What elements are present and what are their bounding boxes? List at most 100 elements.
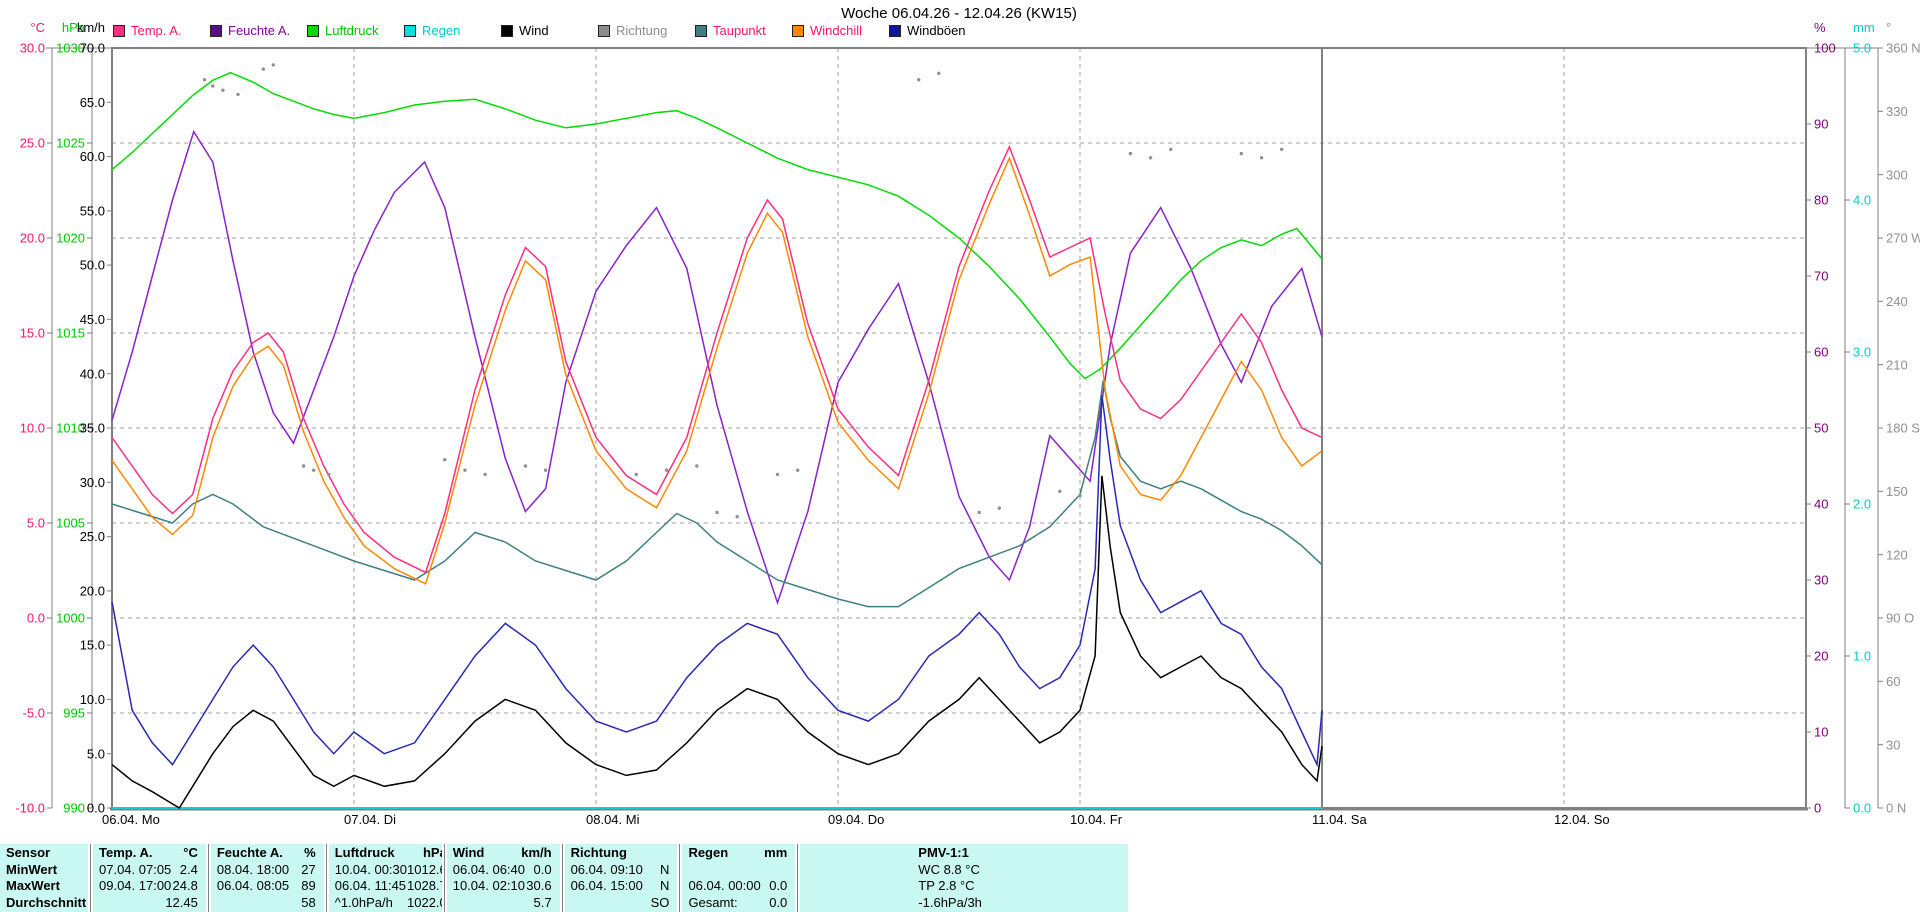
x-axis-day-label: 09.04. Do — [828, 812, 884, 827]
legend-swatch-wind — [501, 24, 513, 37]
series-wind — [111, 475, 1323, 810]
chart-title: Woche 06.04.26 - 12.04.26 (KW15) — [841, 5, 1077, 22]
x-axis-day-label: 08.04. Mi — [586, 812, 640, 827]
axis-tick-label-temp_c: 15.0 — [20, 326, 45, 341]
x-axis-day-label: 10.04. Fr — [1070, 812, 1123, 827]
legend-item-temp: Temp. A. — [113, 23, 182, 38]
axis-tick-label-deg: 360 N — [1886, 41, 1920, 56]
stats-column-direction: Richtung 06.04. 09:10 N 06.04. 15:00 N SO — [565, 844, 678, 912]
axis-tick-label-deg: 300 — [1886, 167, 1908, 182]
axis-tick-label-deg: 150 — [1886, 484, 1908, 499]
stats-column-temp: Temp. A. °C 07.04. 07:05 2.4 09.04. 17:00 24.… — [93, 844, 206, 912]
stat-header-wind: Wind — [452, 845, 485, 860]
stat-min-direction-value: N — [660, 861, 670, 877]
table-column-divider — [88, 844, 93, 912]
axis-tick-label-temp_c: 25.0 — [20, 136, 45, 151]
legend-label-temp: Temp. A. — [131, 23, 182, 38]
axis-header-mm: mm — [1853, 20, 1875, 35]
table-column-divider — [441, 844, 447, 912]
chart-plot-area[interactable]: °C 30.0 25.0 20.0 15.0 10.0 5.0 0.0 -5.0 -10.0 hPa… — [0, 0, 1920, 840]
stat-max-temp-value: 24.8 — [172, 878, 198, 893]
series-direction — [202, 63, 1284, 519]
stat-min-humidity-value: 27 — [301, 861, 316, 877]
axis-header-deg: ° — [1886, 20, 1891, 35]
axis-tick-label-kmh: 5.0 — [87, 746, 105, 761]
legend-label-dewpoint: Taupunkt — [713, 23, 766, 38]
table-column-divider — [559, 844, 565, 912]
stat-avg-humidity-value: 58 — [301, 894, 316, 910]
stats-row-label: Sensor — [6, 845, 51, 860]
series-humidity — [111, 129, 1323, 606]
axis-tick-label-pct: 90 — [1814, 117, 1828, 132]
table-column-divider — [795, 844, 801, 912]
axis-tick-label-kmh: 65.0 — [80, 95, 105, 110]
legend-label-pressure: Luftdruck — [325, 23, 379, 38]
stat-max-direction-value: N — [660, 878, 670, 893]
axis-tick-label-hpa: 1015 — [56, 326, 85, 341]
pmv-title: PMV-1:1 — [918, 845, 969, 860]
stats-row-label: MinWert — [6, 861, 58, 877]
axis-tick-label-deg: 330 — [1886, 104, 1908, 119]
legend-item-direction: Richtung — [598, 23, 667, 38]
axis-tick-label-hpa: 1020 — [56, 231, 85, 246]
series-windchill — [111, 156, 1323, 585]
stat-min-wind-time: 06.04. 06:40 — [452, 861, 526, 877]
axis-tick-label-pct: 70 — [1814, 269, 1828, 284]
legend-swatch-gusts — [889, 24, 901, 37]
legend-swatch-direction — [598, 24, 610, 37]
stat-max-pressure-value: 1028.7 — [407, 878, 447, 893]
axis-tick-label-deg: 120 — [1886, 547, 1908, 562]
stat-header-pressure: Luftdruck — [334, 845, 395, 860]
stats-column-rain: Regen mm 06.04. 00:00 0.0 Gesamt: 0.0 — [682, 844, 795, 912]
stat-avg-pressure-time: ^1.0hPa/h — [334, 894, 393, 910]
stat-header-humidity: Feuchte A. — [216, 845, 283, 860]
axis-tick-label-kmh: 70.0 — [80, 41, 105, 56]
pmv-line-1: WC 8.8 °C — [918, 861, 980, 877]
series-pressure — [111, 71, 1323, 380]
axis-tick-label-kmh: 55.0 — [80, 203, 105, 218]
stats-row-label: MaxWert — [6, 878, 60, 893]
axis-tick-label-deg: 180 S — [1886, 421, 1920, 436]
stat-avg-rain-value: 0.0 — [769, 894, 788, 910]
axis-header-temp_c: °C — [30, 20, 45, 35]
axis-tick-label-temp_c: 0.0 — [27, 611, 45, 626]
stat-min-temp-value: 2.4 — [179, 861, 198, 877]
legend-label-humidity: Feuchte A. — [228, 23, 291, 38]
axis-tick-label-kmh: 40.0 — [80, 366, 105, 381]
x-axis-day-label: 11.04. Sa — [1312, 812, 1367, 827]
pmv-line-2: TP 2.8 °C — [918, 878, 975, 893]
legend-item-wind: Wind — [501, 23, 549, 38]
axis-tick-label-deg: 0 N — [1886, 801, 1906, 816]
axis-tick-label-temp_c: 30.0 — [20, 41, 45, 56]
stat-avg-pressure-value: 1022.0 — [407, 894, 447, 910]
stat-max-pressure-time: 06.04. 11:45 — [334, 878, 407, 893]
axis-tick-label-hpa: 1010 — [56, 421, 85, 436]
axis-tick-label-deg: 270 W — [1886, 231, 1920, 246]
axis-tick-label-deg: 240 — [1886, 294, 1908, 309]
legend-item-windchill: Windchill — [792, 23, 862, 38]
stat-avg-temp-value: 12.45 — [165, 894, 198, 910]
stat-min-wind-value: 0.0 — [533, 861, 552, 877]
axis-tick-label-mm: 1.0 — [1853, 649, 1871, 664]
stats-column-sensor: Sensor MinWert MaxWert Durchschnitt — [0, 844, 88, 912]
stat-max-humidity-time: 06.04. 08:05 — [216, 878, 290, 893]
legend-item-gusts: Windböen — [889, 23, 966, 38]
axis-tick-label-kmh: 45.0 — [80, 312, 105, 327]
table-column-divider — [677, 844, 683, 912]
axis-tick-label-mm: 5.0 — [1853, 41, 1871, 56]
chart-legend: Temp. A. Feuchte A. Luftdruck Regen Wind Rich… — [0, 23, 1920, 40]
stat-header-direction: Richtung — [570, 845, 627, 860]
stat-unit-pressure: hPa — [422, 845, 447, 860]
axis-tick-label-kmh: 35.0 — [80, 421, 105, 436]
stats-table: Sensor MinWert MaxWert Durchschnitt Temp. A.… — [0, 844, 1128, 912]
axis-tick-label-mm: 0.0 — [1853, 801, 1871, 816]
legend-label-wind: Wind — [519, 23, 549, 38]
legend-label-gusts: Windböen — [907, 23, 966, 38]
stat-unit-rain: mm — [764, 845, 788, 860]
legend-item-humidity: Feuchte A. — [210, 23, 290, 38]
axis-tick-label-pct: 20 — [1814, 649, 1828, 664]
series-temp — [111, 144, 1323, 574]
axis-tick-label-temp_c: 5.0 — [27, 516, 45, 531]
stat-unit-temp: °C — [183, 845, 198, 860]
